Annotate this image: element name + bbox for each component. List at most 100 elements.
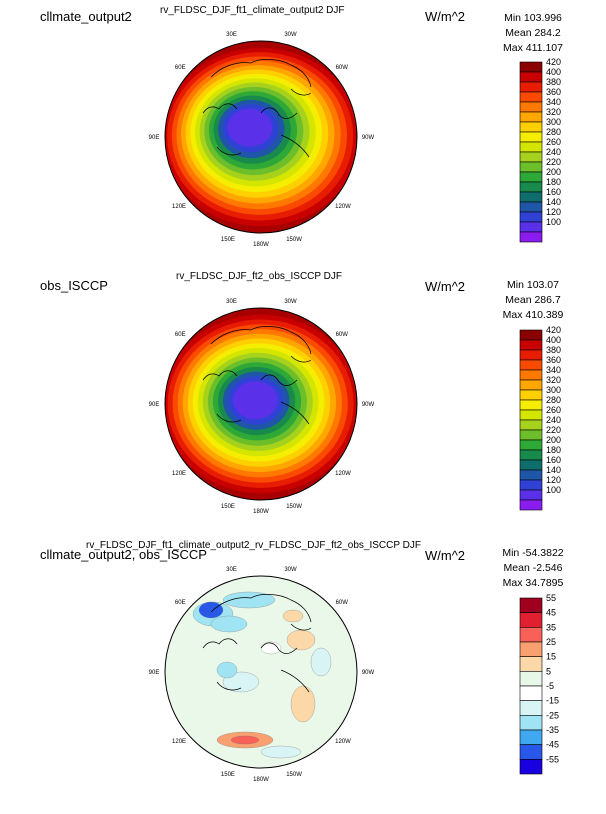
colorbar-tick-label: 420 — [546, 326, 561, 335]
contour-field — [165, 41, 357, 233]
colorbar-box — [519, 449, 543, 461]
longitude-label: 60W — [336, 600, 349, 606]
colorbar-tick-label: 340 — [546, 365, 561, 375]
polar-map: 30E 30W 60E 60W 90E 90W 120E 120W 150E 150W 180W — [149, 567, 375, 783]
colorbar-tick-label: 320 — [546, 107, 561, 117]
colorbar-box — [519, 759, 543, 775]
colorbar-tick-label: 380 — [546, 345, 561, 355]
colorbar-box — [519, 369, 543, 381]
colorbar-box — [519, 161, 543, 173]
map-border — [164, 575, 358, 769]
colorbar-tick-label: -45 — [546, 740, 559, 750]
colorbar-box — [519, 171, 543, 183]
contour-band — [222, 591, 276, 609]
longitude-label: 90W — [362, 135, 375, 141]
colorbar-tick-label: 280 — [546, 395, 561, 405]
colorbar-box — [519, 419, 543, 431]
colorbar-box — [519, 459, 543, 471]
contour-band — [233, 381, 278, 420]
panel-label: cllmate_output2, obs_ISCCP — [40, 547, 207, 562]
longitude-label: 60E — [175, 600, 186, 606]
colorbar-box — [519, 439, 543, 451]
stat-mean: Mean 286.7 — [505, 294, 561, 306]
contour-band — [227, 108, 273, 147]
colorbar-box — [519, 191, 543, 203]
coastline — [202, 59, 312, 158]
units-label: W/m^2 — [425, 548, 466, 563]
map-border — [164, 307, 358, 501]
colorbar-box — [519, 141, 543, 153]
longitude-label: 90E — [149, 402, 160, 408]
colorbar-tick-label: 100 — [546, 217, 561, 227]
colorbar-box — [519, 111, 543, 123]
colorbar-box — [519, 329, 543, 341]
colorbar-tick-label: -35 — [546, 725, 559, 735]
colorbar-box — [519, 151, 543, 163]
longitude-label: 150E — [221, 772, 235, 778]
longitude-label: 30W — [284, 299, 297, 305]
longitude-label: 180W — [253, 777, 269, 783]
panel-label: obs_ISCCP — [40, 278, 108, 293]
colorbar-box — [519, 379, 543, 391]
stat-max: Max 411.107 — [503, 42, 563, 54]
contour-field — [165, 308, 357, 500]
colorbar-tick-label: 160 — [546, 187, 561, 197]
colorbar-tick-label: 200 — [546, 167, 561, 177]
stat-mean: Mean 284.2 — [505, 27, 561, 39]
longitude-label: 90E — [149, 670, 160, 676]
contour-band — [216, 661, 238, 679]
colorbar-tick-label: 35 — [546, 622, 556, 632]
colorbar-box — [519, 499, 543, 511]
longitude-label: 90W — [362, 402, 375, 408]
colorbar-box — [519, 479, 543, 491]
stat-min: Min -54.3822 — [502, 547, 564, 559]
colorbar-tick-label: -55 — [546, 754, 559, 764]
colorbar-tick-label: 400 — [546, 67, 561, 77]
colorbar-tick-label: 240 — [546, 415, 561, 425]
colorbar-box — [519, 489, 543, 501]
longitude-label: 60W — [336, 332, 349, 338]
colorbar-box — [519, 81, 543, 93]
contour-band — [210, 615, 248, 633]
colorbar-tick-label: 220 — [546, 425, 561, 435]
colorbar-tick-label: 15 — [546, 652, 556, 662]
longitude-label: 30E — [226, 32, 237, 38]
colorbar-box — [519, 389, 543, 401]
colorbar-tick-label: 300 — [546, 385, 561, 395]
longitude-label: 180W — [253, 509, 269, 515]
stat-mean: Mean -2.546 — [503, 562, 563, 574]
polar-map: 30E 30W 60E 60W 90E 90W 120E 120W 150E 150W 180W — [149, 299, 375, 515]
colorbar-tick-label: 300 — [546, 117, 561, 127]
colorbar-tick-label: -15 — [546, 696, 559, 706]
stats-block: Min 103.996 Mean 284.2 Max 411.107 — [488, 11, 578, 56]
stat-max: Max 34.7895 — [502, 577, 564, 589]
colorbar-tick-label: 180 — [546, 445, 561, 455]
longitude-label: 120E — [172, 471, 186, 477]
longitude-label: 30E — [226, 567, 237, 573]
colorbar-tick-label: 280 — [546, 127, 561, 137]
longitude-label: 150E — [221, 504, 235, 510]
colorbar-box — [519, 685, 543, 701]
colorbar-tick-label: 120 — [546, 207, 561, 217]
colorbar-tick-label: 180 — [546, 177, 561, 187]
longitude-label: 60E — [175, 65, 186, 71]
colorbar-box — [519, 101, 543, 113]
colorbar-tick-label: 140 — [546, 197, 561, 207]
colorbar-tick-label: 100 — [546, 485, 561, 495]
colorbar-box — [519, 729, 543, 745]
panel-label: cllmate_output2 — [40, 9, 132, 24]
colorbar-box — [519, 231, 543, 243]
colorbar-box — [519, 131, 543, 143]
longitude-label: 120W — [335, 471, 351, 477]
longitude-label: 30W — [284, 32, 297, 38]
longitude-label: 30E — [226, 299, 237, 305]
colorbar-tick-label: 45 — [546, 608, 556, 618]
colorbar-box — [519, 409, 543, 421]
colorbar-tick-label: 240 — [546, 147, 561, 157]
longitude-label: 120W — [335, 204, 351, 210]
colorbar-tick-label: 260 — [546, 405, 561, 415]
contour-band — [310, 647, 332, 677]
contour-band — [198, 601, 224, 619]
colorbar-box — [519, 399, 543, 411]
colorbar: 4204003803603403203002802602402202001801… — [519, 58, 561, 243]
